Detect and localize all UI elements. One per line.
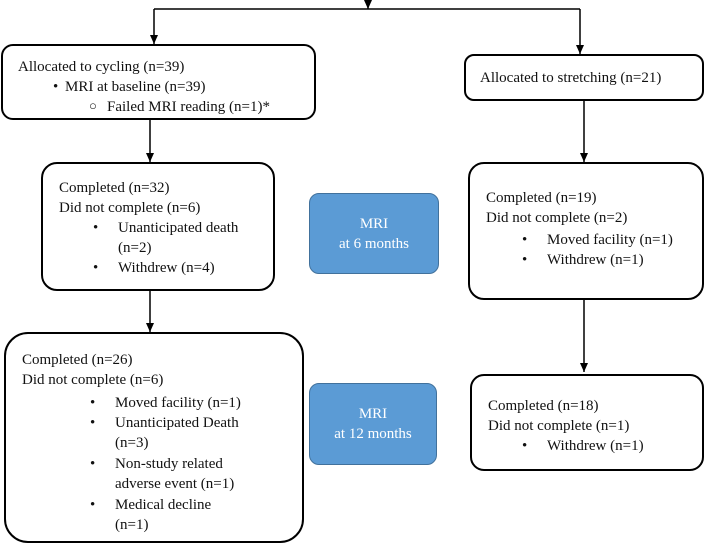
bullet-icon: • — [522, 232, 528, 248]
cycling-12mo-item-text: (n=3) — [115, 435, 149, 451]
cycling-6mo-not-complete: Did not complete (n=6) — [59, 200, 201, 216]
cycling-allocation-box: Allocated to cycling (n=39) • MRI at bas… — [1, 44, 316, 120]
timepoint-6mo-label: at 6 months — [339, 235, 409, 252]
cycling-6mo-item-text: Withdrew (n=4) — [118, 260, 215, 276]
cycling-12mo-not-complete: Did not complete (n=6) — [22, 372, 164, 388]
cycling-allocation-title: Allocated to cycling (n=39) — [18, 59, 185, 75]
cycling-6mo-completed: Completed (n=32) — [59, 180, 170, 196]
bullet-icon: • — [522, 438, 528, 454]
stretching-6mo-completed: Completed (n=19) — [486, 190, 597, 206]
cycling-12mo-item-text: Medical decline — [115, 497, 212, 513]
cycling-12mo-completed: Completed (n=26) — [22, 352, 133, 368]
stretching-12mo-item-text: Withdrew (n=1) — [547, 438, 644, 454]
stretching-6mo-item-text: Moved facility (n=1) — [547, 232, 673, 248]
cycling-6mo-item-text: Unanticipated death — [118, 220, 239, 236]
cycling-12mo-item-text: Non-study related — [115, 456, 223, 472]
cycling-allocation-item-text: MRI at baseline (n=39) — [65, 79, 206, 95]
timepoint-12mo-label: MRI — [358, 406, 388, 422]
stretching-6mo-item-text: Withdrew (n=1) — [547, 252, 644, 268]
bullet-icon: • — [522, 252, 528, 268]
stretching-allocation-box: Allocated to stretching (n=21) — [464, 54, 704, 101]
bullet-icon: • — [93, 260, 99, 276]
stretching-6mo-box: Completed (n=19) Did not complete (n=2) … — [468, 162, 704, 300]
cycling-12mo-box: Completed (n=26) Did not complete (n=6) … — [4, 332, 304, 543]
bullet-icon: • — [90, 415, 96, 431]
timepoint-12mo-label: at 12 months — [334, 426, 412, 442]
timepoint-6mo-badge: MRI at 6 months — [309, 193, 439, 274]
stretching-6mo-not-complete: Did not complete (n=2) — [486, 210, 628, 226]
bullet-icon: • — [53, 79, 59, 95]
bullet-icon: • — [90, 456, 96, 472]
hollow-bullet-icon: ○ — [89, 98, 97, 113]
cycling-6mo-item-text: (n=2) — [118, 240, 152, 256]
cycling-12mo-item-text: Unanticipated Death — [115, 415, 239, 431]
stretching-12mo-completed: Completed (n=18) — [488, 398, 599, 414]
stretching-12mo-not-complete: Did not complete (n=1) — [488, 418, 630, 434]
cycling-allocation-subitem-text: Failed MRI reading (n=1)* — [107, 99, 271, 115]
cycling-6mo-box: Completed (n=32) Did not complete (n=6) … — [41, 162, 275, 291]
stretching-12mo-box: Completed (n=18) Did not complete (n=1) … — [470, 374, 704, 471]
bullet-icon: • — [90, 395, 96, 411]
cycling-12mo-item-text: Moved facility (n=1) — [115, 395, 241, 411]
bullet-icon: • — [93, 220, 99, 236]
bullet-icon: • — [90, 497, 96, 513]
stretching-allocation-title: Allocated to stretching (n=21) — [480, 70, 662, 86]
timepoint-6mo-label: MRI — [359, 215, 389, 232]
timepoint-12mo-badge: MRI at 12 months — [309, 383, 437, 465]
cycling-12mo-item-text: adverse event (n=1) — [115, 476, 235, 492]
cycling-12mo-item-text: (n=1) — [115, 517, 149, 533]
